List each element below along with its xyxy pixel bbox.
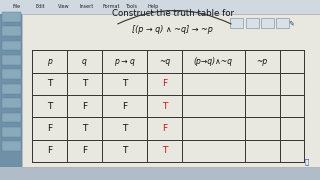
Text: Tools: Tools — [125, 4, 137, 9]
Bar — [2, 98, 21, 108]
Bar — [2, 127, 21, 137]
Text: F: F — [47, 146, 52, 155]
Bar — [2, 141, 21, 151]
Text: ✎: ✎ — [288, 20, 294, 26]
Bar — [246, 18, 259, 28]
Text: F: F — [47, 124, 52, 133]
Text: q: q — [82, 57, 87, 66]
Text: Edit: Edit — [35, 4, 45, 9]
Bar — [2, 69, 21, 79]
Bar — [276, 18, 289, 28]
Text: T: T — [162, 102, 167, 111]
Text: F: F — [162, 124, 167, 133]
Text: T: T — [122, 124, 127, 133]
Text: Format: Format — [102, 4, 120, 9]
Bar — [261, 18, 274, 28]
Text: Help: Help — [147, 4, 158, 9]
Text: p → q: p → q — [114, 57, 135, 66]
Bar — [2, 26, 21, 36]
Text: F: F — [122, 102, 127, 111]
Text: T: T — [82, 124, 87, 133]
Text: F: F — [162, 79, 167, 88]
Text: T: T — [82, 79, 87, 88]
Bar — [230, 18, 243, 28]
Text: F: F — [82, 102, 87, 111]
Text: (p→q)∧~q: (p→q)∧~q — [194, 57, 233, 66]
Bar — [2, 40, 21, 50]
Bar — [2, 55, 21, 65]
Text: T: T — [162, 146, 167, 155]
Text: ~p: ~p — [257, 57, 268, 66]
Text: T: T — [122, 79, 127, 88]
Bar — [0, 167, 320, 180]
Bar — [2, 112, 21, 122]
Text: [(p → q) ∧ ~q] → ~p: [(p → q) ∧ ~q] → ~p — [132, 25, 213, 34]
Bar — [0, 14, 22, 167]
Text: View: View — [58, 4, 69, 9]
Text: Construct the truth table for: Construct the truth table for — [112, 9, 234, 18]
Text: File: File — [13, 4, 21, 9]
Text: 🗋: 🗋 — [305, 159, 309, 165]
Bar — [2, 12, 21, 22]
Text: Insert: Insert — [80, 4, 94, 9]
Text: ~q: ~q — [159, 57, 170, 66]
Text: T: T — [47, 102, 52, 111]
Text: F: F — [82, 146, 87, 155]
Text: T: T — [122, 146, 127, 155]
Bar — [0, 0, 320, 14]
Bar — [2, 84, 21, 94]
Text: p: p — [47, 57, 52, 66]
Bar — [22, 14, 320, 167]
Text: T: T — [47, 79, 52, 88]
